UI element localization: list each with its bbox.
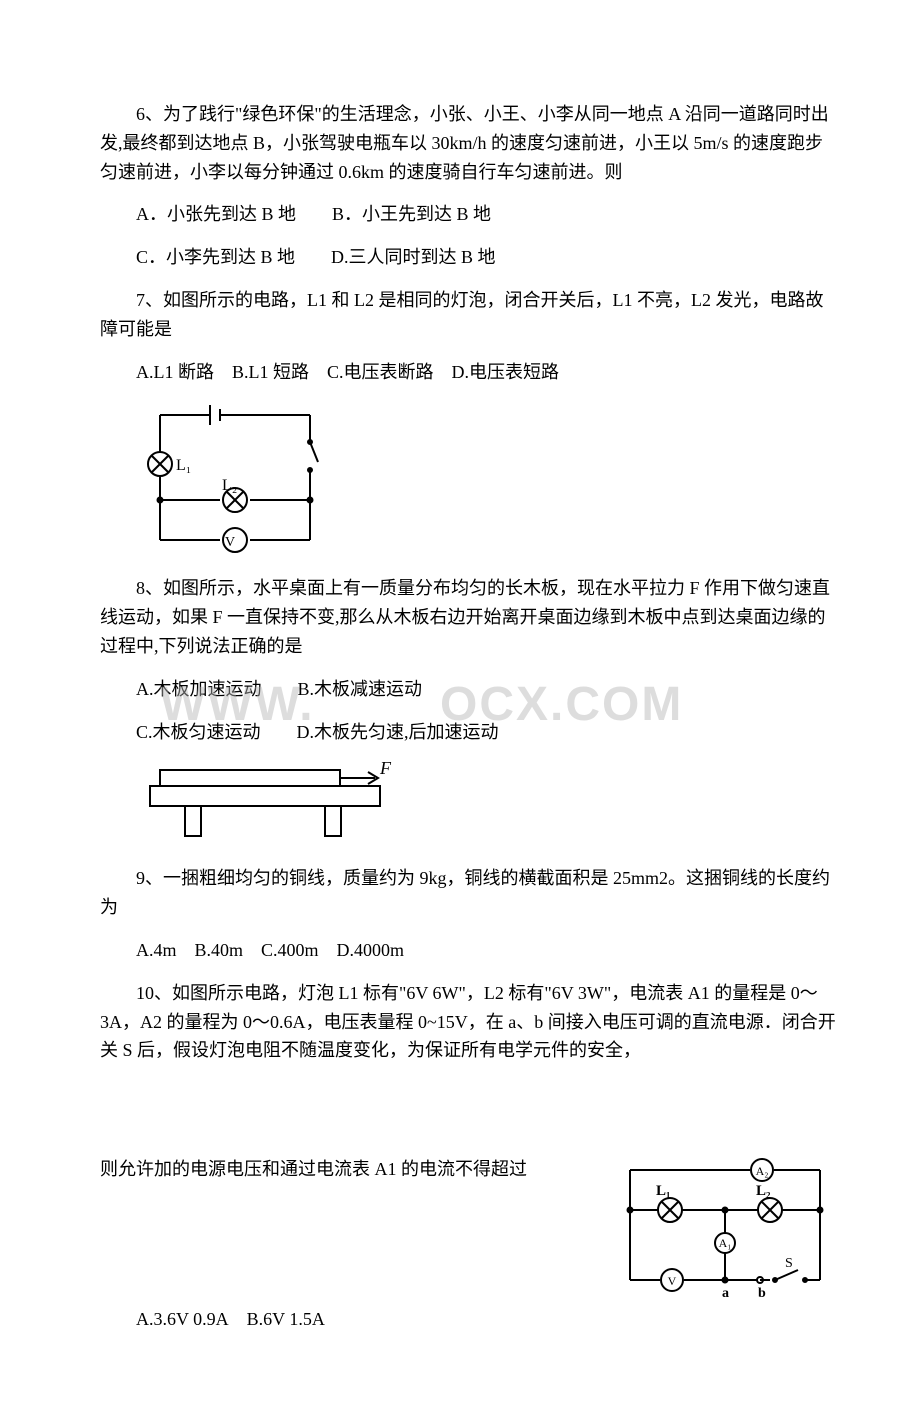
- q7-text: 7、如图所示的电路，L1 和 L2 是相同的灯泡，闭合开关后，L1 不亮，L2 …: [100, 286, 840, 344]
- q9-options: A.4m B.40m C.400m D.4000m: [100, 936, 840, 965]
- q10-label-a1: A₁: [719, 1236, 732, 1250]
- q10-label-s: S: [785, 1256, 793, 1271]
- q6-text: 6、为了践行"绿色环保"的生活理念，小张、小王、小李从同一地点 A 沿同一道路同…: [100, 100, 840, 186]
- document-page: 6、为了践行"绿色环保"的生活理念，小张、小王、小李从同一地点 A 沿同一道路同…: [0, 0, 920, 1408]
- q7-options: A.L1 断路 B.L1 短路 C.电压表断路 D.电压表短路: [100, 358, 840, 387]
- q8-options-cd: C.木板匀速运动 D.木板先匀速,后加速运动: [100, 718, 840, 747]
- q10-options-ab: A.3.6V 0.9A B.6V 1.5A: [100, 1305, 840, 1334]
- q10-label-l1: L₁: [656, 1183, 671, 1199]
- q10-row: L₁ L₂ A₂ A₁ V S a b 则允许加的电源电压和通过电流表 A1 的…: [100, 1155, 840, 1305]
- q8-label-f: F: [379, 760, 392, 778]
- q8-text: 8、如图所示，水平桌面上有一质量分布均匀的长木板，现在水平拉力 F 作用下做匀速…: [100, 574, 840, 660]
- q10-circuit-diagram: L₁ L₂ A₂ A₁ V S a b: [610, 1155, 840, 1305]
- q9-text: 9、一捆粗细均匀的铜线，质量约为 9kg，铜线的横截面积是 25mm2。这捆铜线…: [100, 864, 840, 922]
- q8-options-wrap: WWW. OCX.COM A.木板加速运动 B.木板减速运动: [100, 675, 840, 704]
- q6-options-cd: C．小李先到达 B 地 D.三人同时到达 B 地: [100, 243, 840, 272]
- q10-text: 10、如图所示电路，灯泡 L1 标有"6V 6W"，L2 标有"6V 3W"，电…: [100, 979, 840, 1065]
- q10-label-a2: A₂: [756, 1164, 769, 1178]
- q7-circuit-diagram: L₁ L₂ V: [140, 400, 330, 560]
- q7-label-l2: L₂: [222, 477, 237, 494]
- q6-options-ab: A．小张先到达 B 地 B．小王先到达 B 地: [100, 200, 840, 229]
- q10-label-a: a: [722, 1286, 729, 1301]
- q8-diagram: F: [140, 760, 400, 850]
- q10-label-v: V: [668, 1274, 677, 1288]
- q10-label-b: b: [758, 1286, 766, 1301]
- q8-options-ab: A.木板加速运动 B.木板减速运动: [100, 675, 840, 704]
- q7-label-l1: L₁: [176, 457, 191, 474]
- q10-label-l2: L₂: [756, 1183, 771, 1199]
- q7-label-v: V: [225, 535, 235, 550]
